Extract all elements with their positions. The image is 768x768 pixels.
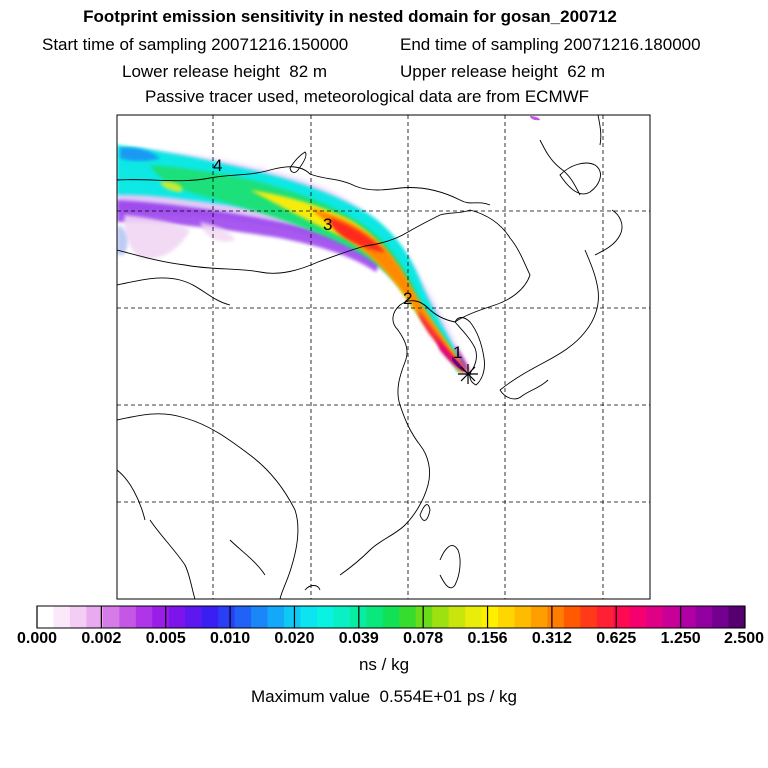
colorbar-swatch [415,606,433,628]
maximum-value-label: Maximum value [250,687,371,706]
colorbar-swatch [646,606,664,628]
colorbar-swatch [712,606,729,628]
colorbar-tick-label: 1.250 [660,630,701,647]
start-time-value: 20071216.150000 [211,35,349,54]
colorbar-tick-label: 0.020 [274,630,315,647]
trajectory-marker-3: 3 [323,215,332,234]
colorbar-swatch [53,606,71,628]
upper-height-row: Upper release height 62 m [400,62,605,82]
colorbar-tick-label: 0.005 [145,630,186,647]
colorbar-swatch [69,606,87,628]
colorbar-swatch [168,606,186,628]
trajectory-marker-2: 2 [403,289,412,308]
upper-height-label: Upper release height [400,62,558,81]
trajectory-marker-1: 1 [453,343,462,362]
tracer-note: Passive tracer used, meteorological data… [145,87,590,106]
colorbar-swatch [580,606,598,628]
end-time-row: End time of sampling 20071216.180000 [400,35,701,55]
colorbar-swatch [662,606,680,628]
colorbar-swatch [563,606,581,628]
colorbar-swatch [366,606,384,628]
start-time-row: Start time of sampling 20071216.150000 [42,35,348,55]
start-time-label: Start time of sampling [42,35,207,54]
lower-height-row: Lower release height 82 m [122,62,327,82]
colorbar-swatch [481,606,499,628]
plot-title: Footprint emission sensitivity in nested… [83,7,617,26]
colorbar-tick-label: 0.625 [596,630,637,647]
colorbar-swatch [530,606,548,628]
colorbar-tick-label: 0.002 [81,630,122,647]
colorbar-swatch [547,606,565,628]
colorbar-swatch [613,606,631,628]
lower-height-label: Lower release height [122,62,280,81]
maximum-value-row: Maximum value 0.554E+01 ps / kg [0,687,768,707]
graticule [117,115,650,599]
end-time-value: 20071216.180000 [563,35,701,54]
colorbar-swatch [251,606,268,628]
colorbar-swatch [102,606,120,628]
colorbar-swatch [218,606,235,628]
map-area [117,115,650,599]
colorbar-tick-label: 0.010 [210,630,251,647]
colorbar-tick-label: 0.156 [467,630,508,647]
colorbar-swatch [498,606,515,628]
colorbar-swatch [679,606,697,628]
colorbar-tick-label: 0.039 [338,630,379,647]
map-frame [116,114,651,600]
colorbar-swatch [514,606,532,628]
colorbar-swatch [596,606,614,628]
colorbar-tick-label: 0.312 [531,630,572,647]
colorbar-swatch [399,606,417,628]
colorbar-swatch [300,606,318,628]
asterisk-icon [458,364,478,384]
colorbar-swatch [432,606,450,628]
colorbar-swatch [283,606,301,628]
lower-height-value: 82 m [289,62,328,81]
colorbar-swatch [267,606,285,628]
colorbar-swatch [382,606,400,628]
colorbar-swatch [37,606,54,628]
colorbar-swatch [119,606,137,628]
colorbar-swatch [201,606,219,628]
colorbar-swatch [448,606,466,628]
end-time-label: End time of sampling [400,35,559,54]
upper-height-value: 62 m [567,62,606,81]
colorbar [36,605,746,629]
colorbar-swatch [152,606,170,628]
colorbar-tick-label: 0.078 [403,630,444,647]
colorbar-swatch [86,606,104,628]
colorbar-swatch [728,606,746,628]
colorbar-swatch [333,606,351,628]
footprint-plume [117,116,540,376]
colorbar-swatch [185,606,203,628]
colorbar-swatch [465,606,482,628]
maximum-value: 0.554E+01 ps / kg [379,687,518,706]
colorbar-tick-label: 2.500 [723,630,765,647]
colorbar-swatch [695,606,713,628]
colorbar-swatch [135,606,153,628]
trajectory-marker-4: 4 [213,156,222,175]
colorbar-swatch [629,606,647,628]
colorbar-swatch [316,606,334,628]
colorbar-units: ns / kg [358,655,410,674]
colorbar-tick-label: 0.000 [16,630,58,647]
colorbar-swatch [234,606,252,628]
